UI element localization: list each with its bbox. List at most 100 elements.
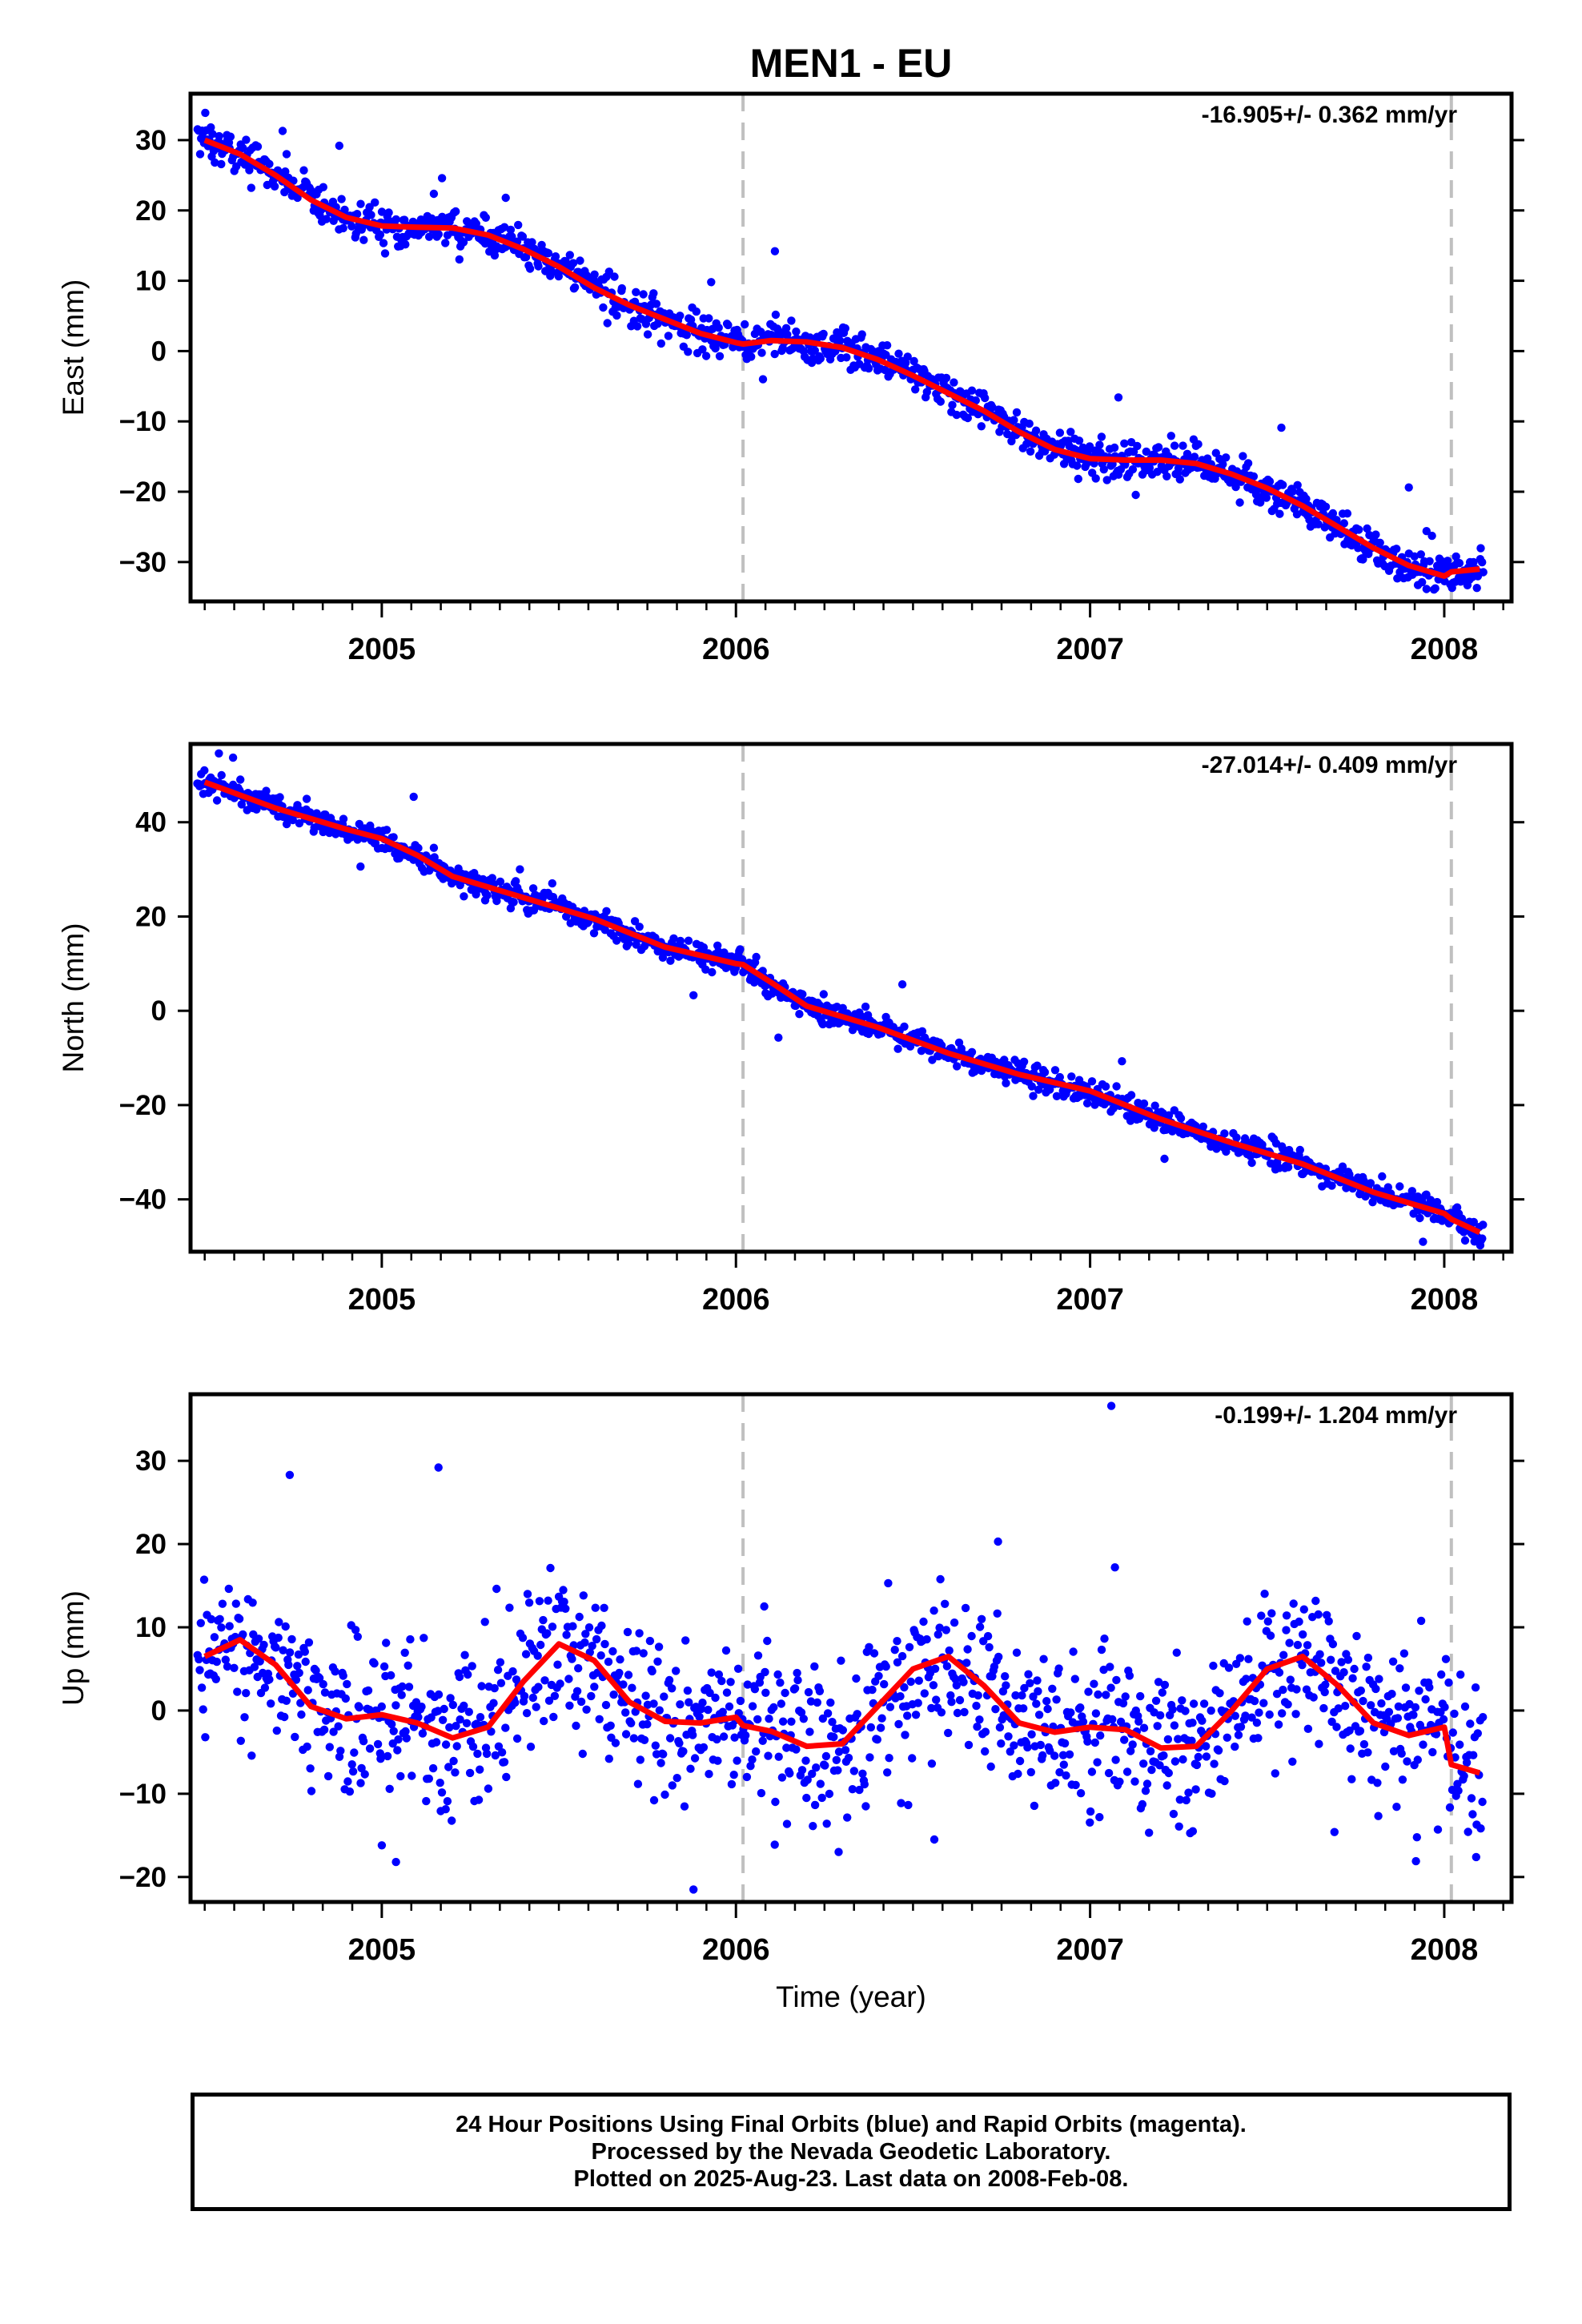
data-point (1097, 432, 1106, 441)
data-point (795, 1010, 804, 1019)
data-point (1066, 1708, 1075, 1717)
data-point (393, 1746, 402, 1755)
data-point (1462, 1758, 1472, 1767)
data-point (1110, 1563, 1119, 1572)
data-point (512, 1734, 522, 1743)
data-point (848, 1785, 857, 1794)
data-point (873, 1735, 882, 1744)
data-point (1271, 1769, 1280, 1778)
data-point (890, 1646, 899, 1655)
data-point (1034, 1687, 1042, 1696)
data-point (1341, 1702, 1350, 1711)
north-panel: 40 20 0 −20 −40 2005 2006 2007 2008 North (mm) -27… (57, 742, 1524, 1317)
data-point (1020, 1683, 1029, 1693)
data-point (1479, 568, 1488, 577)
data-point (714, 324, 723, 332)
data-point (639, 290, 648, 299)
data-point (397, 1691, 406, 1699)
data-point (1363, 1748, 1372, 1757)
data-point (1101, 1082, 1110, 1091)
data-point (656, 339, 665, 348)
data-point (389, 833, 398, 842)
data-point (1328, 509, 1338, 518)
data-point (295, 1668, 303, 1678)
data-point (224, 1584, 233, 1594)
data-point (1104, 1768, 1114, 1778)
data-point (747, 352, 756, 361)
data-point (972, 1701, 981, 1711)
x-tick-label: 2005 (348, 1283, 416, 1317)
data-point (551, 252, 560, 261)
data-point (1170, 1757, 1180, 1766)
data-point (1091, 474, 1100, 483)
data-point (1172, 1648, 1182, 1657)
data-point (1219, 460, 1227, 468)
data-point (199, 1575, 209, 1584)
data-point (1118, 1699, 1128, 1708)
data-point (900, 1022, 909, 1031)
data-point (787, 1717, 796, 1726)
data-point (621, 1708, 630, 1717)
data-point (975, 1715, 984, 1724)
data-point (1455, 559, 1464, 568)
y-tick-label: −40 (119, 1184, 167, 1216)
data-point (1367, 1701, 1375, 1710)
data-point (1332, 1723, 1341, 1731)
north-data-points (193, 749, 1488, 1250)
data-point (632, 1647, 641, 1655)
data-point (866, 1723, 876, 1732)
data-point (1283, 1163, 1293, 1172)
data-point (562, 912, 571, 921)
data-point (1087, 1767, 1097, 1776)
data-point (544, 1596, 552, 1605)
data-point (724, 320, 733, 330)
data-point (1142, 447, 1151, 456)
data-point (441, 239, 450, 247)
data-point (1321, 502, 1331, 511)
data-point (352, 210, 362, 219)
data-point (869, 1649, 879, 1658)
data-point (1026, 1679, 1034, 1687)
data-point (1024, 1670, 1033, 1679)
data-point (919, 1617, 928, 1626)
data-point (793, 1668, 801, 1678)
data-point (1126, 1091, 1136, 1100)
data-point (549, 1712, 558, 1722)
data-point (973, 1723, 982, 1731)
data-point (1048, 1684, 1057, 1693)
data-point (1133, 441, 1142, 451)
data-point (1468, 1810, 1477, 1819)
data-point (785, 1769, 794, 1778)
data-point (1160, 1680, 1170, 1690)
data-point (701, 352, 711, 360)
data-point (834, 1747, 844, 1756)
data-point (1125, 1671, 1134, 1680)
data-point (649, 1699, 658, 1708)
data-point (961, 1603, 970, 1613)
data-point (1223, 1733, 1232, 1742)
data-point (500, 223, 509, 231)
data-point (1215, 1689, 1224, 1698)
data-point (695, 1712, 704, 1721)
data-point (195, 1655, 203, 1664)
data-point (359, 1737, 368, 1746)
data-point (1348, 1674, 1357, 1683)
x-tick-label: 2008 (1411, 633, 1479, 666)
data-point (883, 1768, 892, 1777)
data-point (885, 1703, 895, 1711)
data-point (274, 1633, 283, 1642)
data-point (1319, 1703, 1328, 1713)
data-point (211, 158, 219, 167)
data-point (1275, 1668, 1284, 1677)
data-point (612, 936, 621, 945)
data-point (860, 1779, 869, 1789)
east-panel: 30 20 10 0 −10 −20 −30 2005 2006 2007 2008 East (mm… (57, 91, 1524, 666)
data-point (818, 1714, 827, 1723)
data-point (570, 283, 580, 292)
data-point (1055, 1072, 1065, 1082)
data-point (624, 1671, 633, 1679)
data-point (953, 1062, 962, 1071)
data-point (587, 1691, 596, 1701)
data-point (585, 1648, 594, 1657)
data-point (843, 1813, 852, 1822)
